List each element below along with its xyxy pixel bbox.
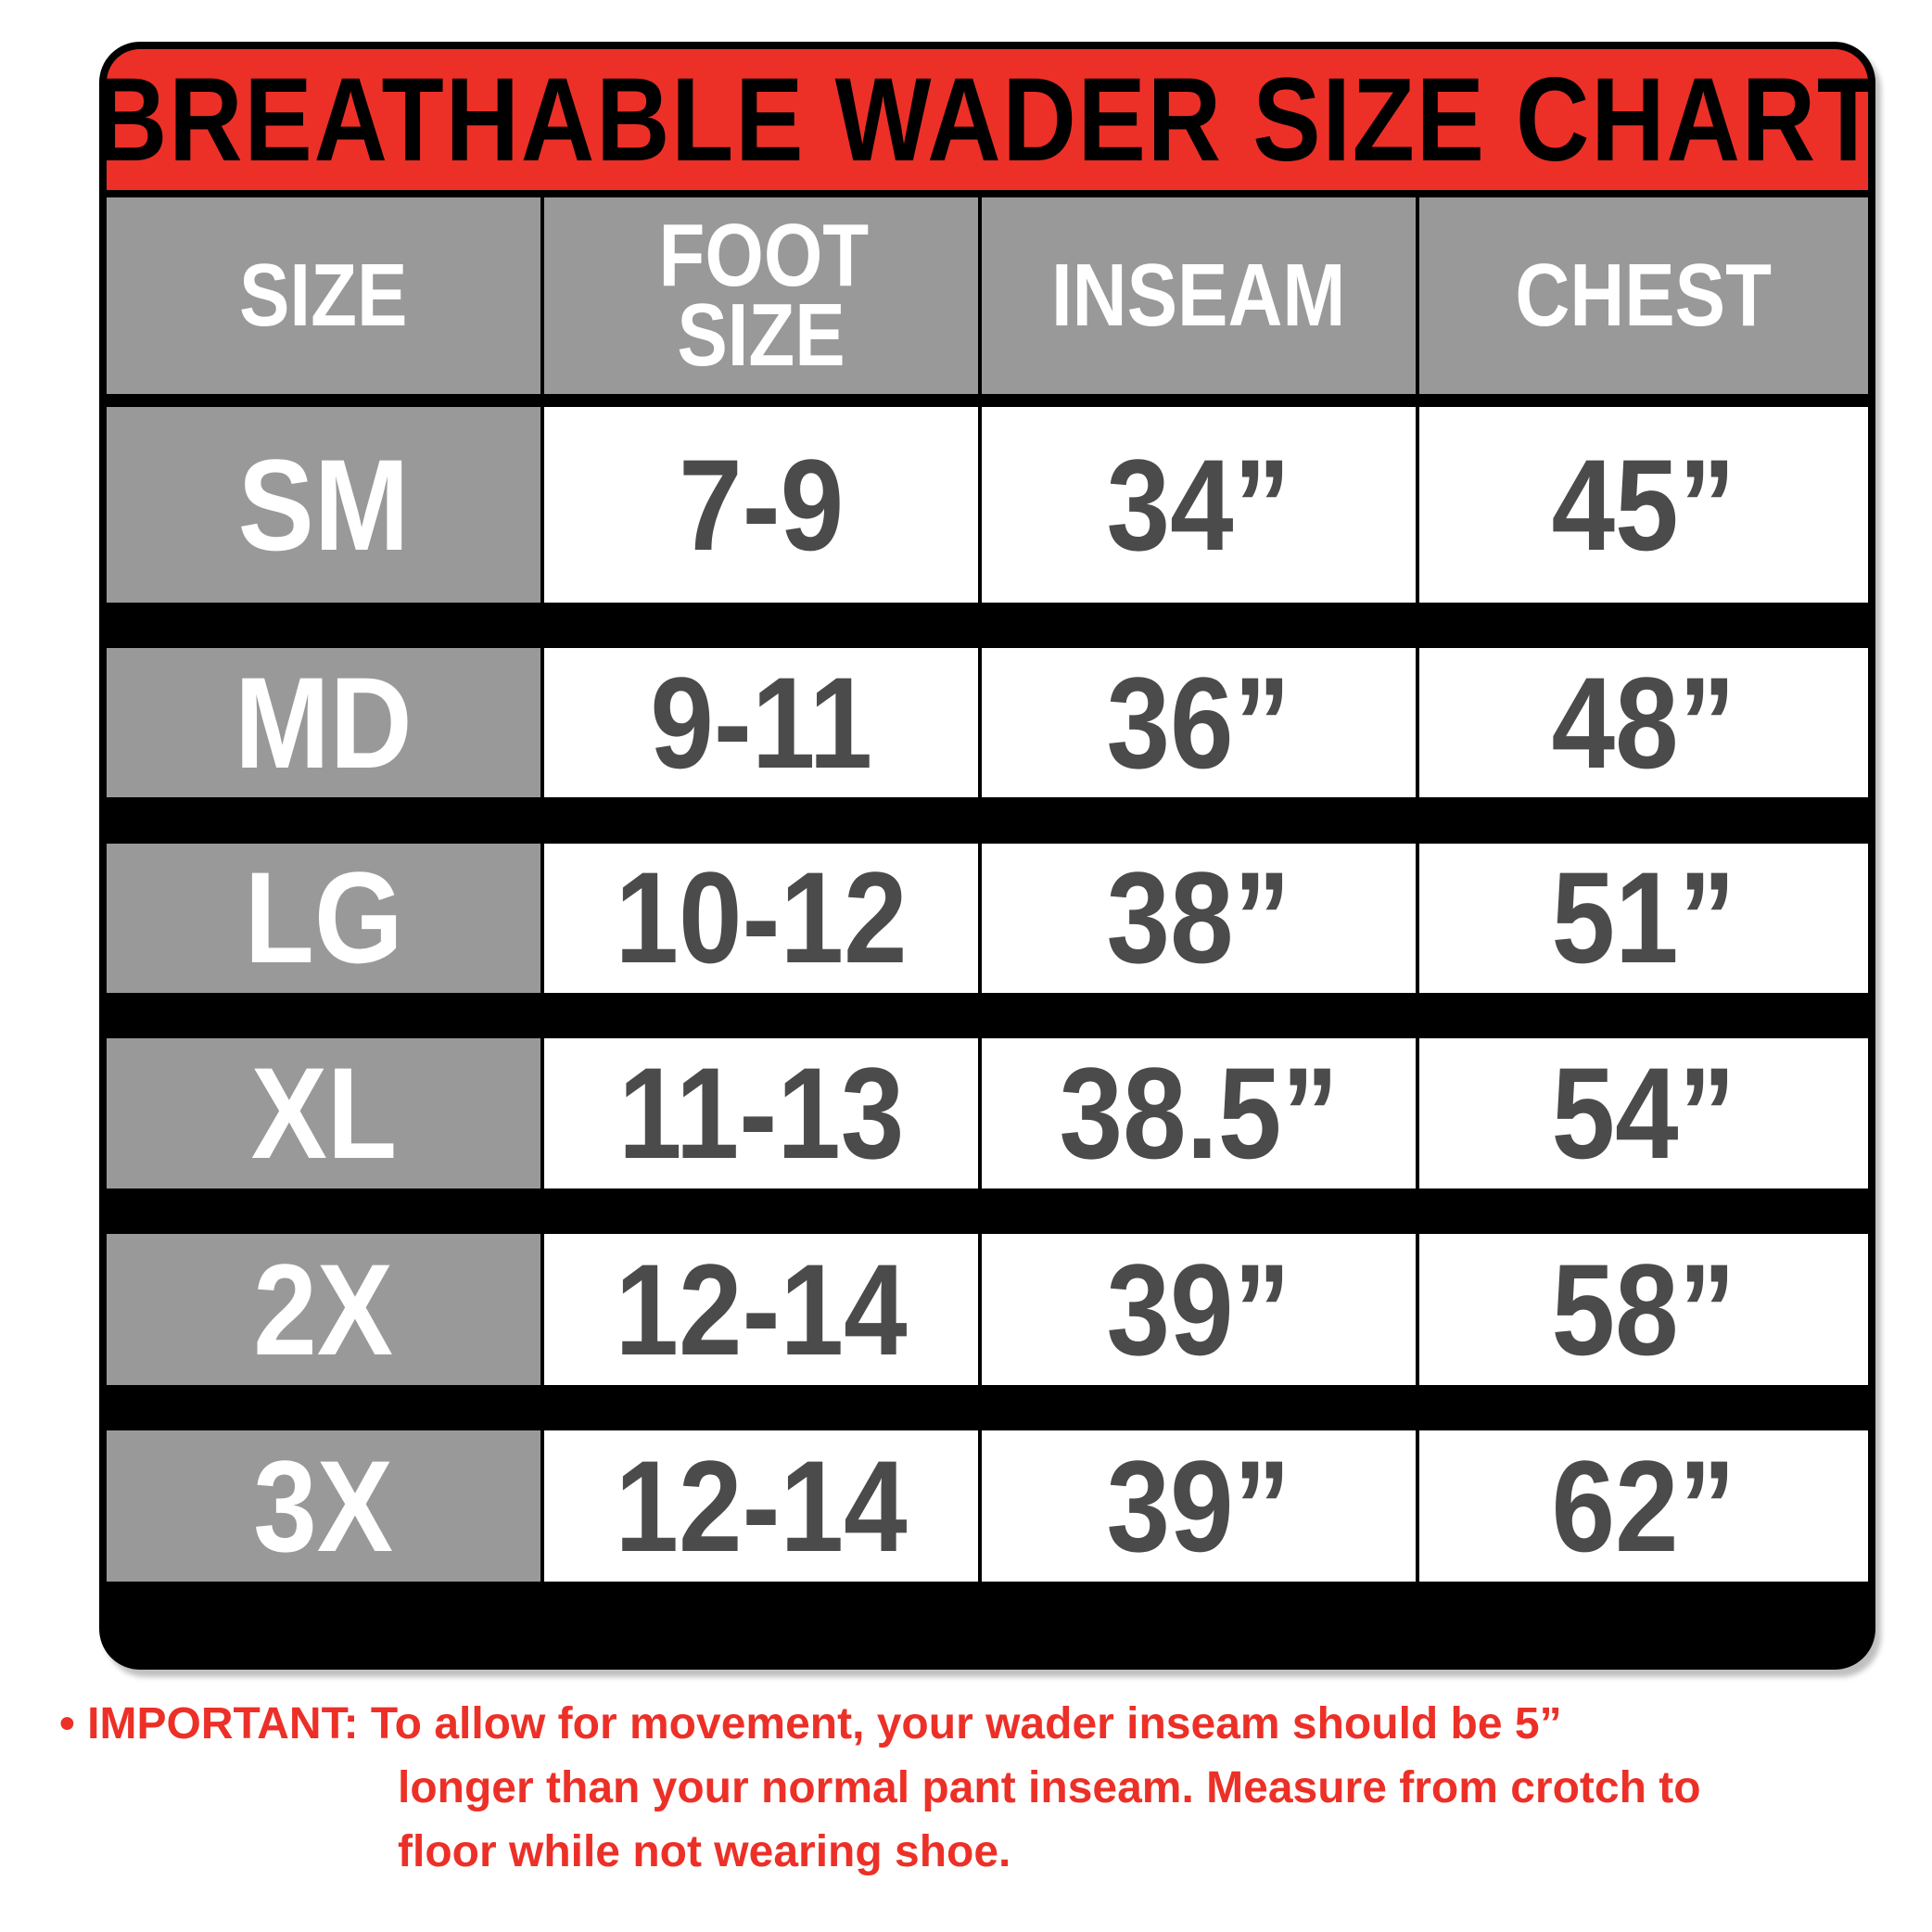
bullet: • [59,1699,75,1748]
title-text: BREATHABLE WADER SIZE CHART [99,53,1875,186]
cell-chest: 58” [1419,1234,1868,1392]
foot-value: 11-13 [617,1039,905,1186]
cell-size: 3X [107,1430,544,1582]
cell-foot: 10-12 [544,843,982,998]
cell-size: LG [107,843,544,998]
size-value: SM [237,431,410,578]
cell-foot: 12-14 [544,1234,982,1392]
chart-title: BREATHABLE WADER SIZE CHART [107,49,1868,197]
cell-inseam: 39” [982,1234,1419,1392]
inseam-value: 34” [1106,431,1291,578]
chest-value: 51” [1551,845,1736,991]
foot-value: 12-14 [615,1432,908,1579]
cell-inseam: 36” [982,648,1419,804]
cell-chest: 51” [1419,843,1868,998]
cell-chest: 62” [1419,1430,1868,1582]
cell-foot: 11-13 [544,1037,982,1194]
foot-value: 7-9 [678,431,845,578]
size-value: LG [244,845,403,991]
cell-inseam: 38.5” [982,1037,1419,1194]
important-note: • IMPORTANT: To allow for movement, your… [59,1692,1876,1884]
size-value: 2X [253,1236,394,1382]
cell-size: 2X [107,1234,544,1392]
chest-value: 54” [1551,1039,1736,1186]
cell-foot: 7-9 [544,407,982,608]
cell-size: MD [107,648,544,804]
foot-value: 12-14 [615,1236,908,1382]
chest-value: 48” [1551,649,1736,795]
header-divider [107,394,1868,407]
header-size: SIZE [107,197,544,394]
cell-chest: 48” [1419,648,1868,804]
chest-value: 58” [1551,1236,1736,1382]
chest-value: 62” [1551,1432,1736,1579]
size-chart-card: BREATHABLE WADER SIZE CHART SIZE FOOT SI… [99,42,1875,1670]
header-chest: CHEST [1419,197,1868,394]
cell-inseam: 34” [982,407,1419,608]
note-line-1: IMPORTANT: To allow for movement, your w… [87,1699,1562,1748]
inseam-value: 39” [1106,1236,1291,1382]
size-value: MD [235,649,413,795]
inseam-value: 39” [1106,1432,1291,1579]
cell-size: XL [107,1037,544,1194]
inseam-value: 38.5” [1059,1039,1339,1186]
foot-value: 10-12 [615,845,908,991]
size-table: SIZE FOOT SIZE INSEAM CHEST SM 7-9 34” 45” M… [107,197,1868,1662]
header-foot-size: FOOT SIZE [544,197,982,394]
foot-value: 9-11 [650,649,872,795]
cell-inseam: 39” [982,1430,1419,1582]
chest-value: 45” [1551,431,1736,578]
cell-chest: 45” [1419,407,1868,608]
cell-size: SM [107,407,544,608]
note-line-3: floor while not wearing shoe. [398,1827,1011,1876]
size-value: 3X [253,1432,394,1579]
cell-inseam: 38” [982,843,1419,998]
note-line-2: longer than your normal pant inseam. Mea… [398,1763,1701,1812]
cell-foot: 12-14 [544,1430,982,1582]
inseam-value: 36” [1106,649,1291,795]
cell-chest: 54” [1419,1037,1868,1194]
header-inseam: INSEAM [982,197,1419,394]
size-value: XL [250,1039,397,1186]
cell-foot: 9-11 [544,648,982,804]
inseam-value: 38” [1106,845,1291,991]
